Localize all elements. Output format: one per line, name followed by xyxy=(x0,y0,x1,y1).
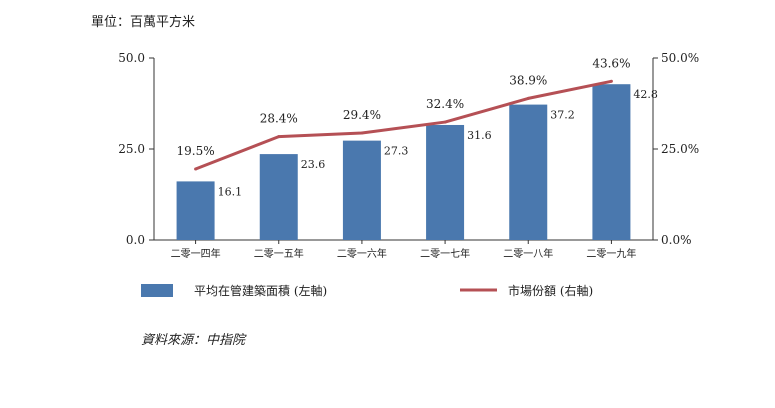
bar-series: 16.1 23.6 27.3 31.6 37.2 42.8 xyxy=(176,84,658,240)
line-value-label: 38.9% xyxy=(509,73,547,87)
line-value-label: 19.5% xyxy=(177,144,215,158)
right-tick-label: 50.0% xyxy=(661,51,699,65)
bar xyxy=(592,84,631,240)
left-tick-label: 50.0 xyxy=(118,51,145,65)
chart: 0.0 25.0 50.0 0.0% 25.0% 50.0% 二零一四年 二零一五年 二零一六年… xyxy=(118,51,699,298)
x-tick-label: 二零一八年 xyxy=(503,247,553,260)
line-point xyxy=(277,135,281,139)
source-label: 資料來源：中指院 xyxy=(141,333,246,348)
legend-bar-label: 平均在管建築面積 (左軸) xyxy=(194,283,327,298)
legend-line-label: 市場份額 (右軸) xyxy=(508,283,593,298)
line-value-label: 43.6% xyxy=(592,56,630,70)
bar-value-label: 16.1 xyxy=(218,185,243,198)
line-point xyxy=(526,96,530,100)
left-tick-label: 25.0 xyxy=(118,142,145,156)
x-tick-label: 二零一七年 xyxy=(420,247,470,260)
bar xyxy=(509,104,548,240)
line-value-label: 32.4% xyxy=(426,97,464,111)
legend-bar-swatch xyxy=(141,284,173,297)
bar xyxy=(342,140,381,240)
line-value-label: 28.4% xyxy=(260,112,298,126)
share-line xyxy=(195,79,612,171)
bar-value-label: 31.6 xyxy=(467,129,492,142)
bar-value-label: 27.3 xyxy=(384,145,409,158)
right-tick-label: 25.0% xyxy=(661,142,699,156)
bar-value-label: 23.6 xyxy=(301,158,326,171)
line-point xyxy=(443,120,447,124)
right-tick-label: 0.0% xyxy=(661,233,692,247)
x-tick-label: 二零一五年 xyxy=(254,247,304,260)
bar xyxy=(426,124,465,240)
line-series: 19.5% 28.4% 29.4% 32.4% 38.9% 43.6% xyxy=(177,56,630,171)
bar-value-label: 37.2 xyxy=(550,109,575,122)
bar-value-label: 42.8 xyxy=(633,88,658,101)
chart-legend: 平均在管建築面積 (左軸) 市場份額 (右軸) xyxy=(141,283,593,298)
chart-axes: 0.0 25.0 50.0 0.0% 25.0% 50.0% 二零一四年 二零一五年 二零一六年… xyxy=(118,51,699,260)
left-tick-label: 0.0 xyxy=(126,233,145,247)
x-tick-label: 二零一六年 xyxy=(337,247,387,260)
line-point xyxy=(360,131,364,135)
x-tick-label: 二零一九年 xyxy=(586,247,636,260)
x-tick-label: 二零一四年 xyxy=(171,247,221,260)
bar xyxy=(259,154,298,240)
bar xyxy=(176,181,215,240)
line-value-label: 29.4% xyxy=(343,108,381,122)
line-point xyxy=(194,167,198,171)
unit-label: 單位：百萬平方米 xyxy=(91,15,196,30)
line-point xyxy=(609,79,613,83)
